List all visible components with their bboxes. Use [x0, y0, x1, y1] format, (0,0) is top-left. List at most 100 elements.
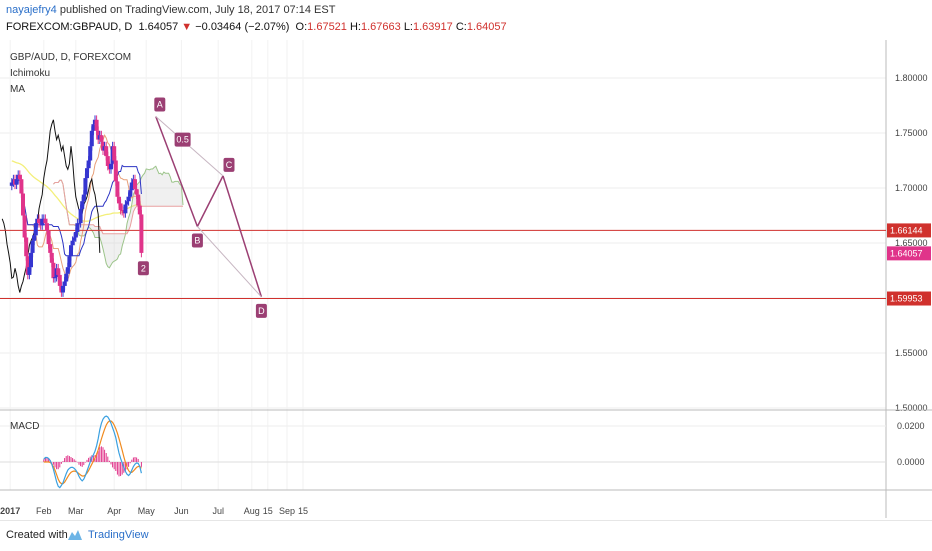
pattern-label-ratio-2: 2 [141, 263, 146, 273]
main-pane [0, 40, 886, 410]
level-price-tag [887, 223, 931, 238]
close-value: 1.64057 [466, 21, 507, 33]
created-with-label: Created with [6, 529, 68, 541]
macd-legend[interactable]: MACD [10, 421, 40, 432]
high-label: H: [349, 21, 361, 33]
candle-body [72, 237, 77, 241]
ichimoku-cloud [53, 166, 184, 268]
candle-body [126, 196, 131, 202]
candle-body [89, 130, 94, 147]
time-tick-label: Aug [244, 506, 260, 516]
price-tick-label: 1.80000 [895, 73, 928, 83]
candle-body [14, 179, 19, 185]
candle-body [29, 252, 33, 268]
time-tick-label: Jul [212, 506, 224, 516]
candle-body [73, 232, 78, 238]
candle-body [128, 190, 133, 197]
candle-body [88, 146, 93, 161]
pattern-label-c-box [223, 157, 235, 172]
candle-body [136, 194, 141, 206]
high-value: 1.67663 [360, 21, 401, 33]
candle-body [37, 218, 41, 224]
candle-body [94, 119, 99, 131]
candle-body [45, 223, 49, 231]
candle-body [62, 281, 67, 286]
price-tick-label: 1.50000 [895, 403, 928, 413]
candle-body [133, 179, 137, 190]
ichimoku-kijun [11, 164, 142, 257]
pattern-leg-ab [155, 116, 199, 227]
pattern-label-d-box [255, 303, 267, 318]
candle-body [30, 240, 35, 253]
candle-body [86, 160, 91, 169]
macd-histogram [43, 446, 142, 477]
candle-body [25, 256, 30, 275]
last-price-tag [887, 246, 931, 261]
candle-body [104, 146, 109, 157]
candle-body [32, 235, 37, 241]
price-tick-label: 1.65000 [895, 238, 928, 248]
pattern-label-ratio-2-box [137, 261, 149, 276]
pattern-leg-bc [196, 175, 224, 227]
pattern-label-ratio-1: 0.5 [176, 135, 189, 145]
chart-canvas[interactable]: 1.800001.750001.700001.650001.600001.550… [0, 40, 932, 520]
candle-body [48, 244, 53, 253]
candle-body [81, 194, 86, 202]
close-label: C: [455, 21, 467, 33]
ma-legend[interactable]: MA [10, 84, 25, 95]
pattern-label-b: B [194, 236, 200, 246]
candle-body [21, 193, 25, 216]
candle-body [17, 174, 22, 180]
ichimoku-legend[interactable]: Ichimoku [10, 68, 51, 79]
time-tick-label: Apr [107, 506, 121, 516]
candle-body [139, 214, 144, 253]
last-price: 1.64057 [138, 21, 179, 33]
candle-body [49, 252, 54, 263]
time-tick-label: 2017 [0, 506, 20, 516]
candle-body [99, 135, 104, 142]
candle-body [113, 160, 118, 182]
price-change: −0.03464 (−2.07%) [195, 21, 290, 33]
time-tick-label: 15 [298, 506, 308, 516]
tradingview-brand[interactable]: TradingView [88, 529, 149, 541]
pattern-label-d: D [258, 306, 265, 316]
time-tick-label: Jun [174, 506, 189, 516]
candle-body [40, 218, 45, 226]
candle-body [64, 273, 69, 282]
price-grid [0, 77, 886, 409]
candle-body [57, 274, 62, 286]
publish-line: nayajefry4 published on TradingView.com,… [6, 4, 335, 16]
candle-body [22, 215, 27, 238]
candle-body [123, 204, 128, 214]
candle-body [105, 156, 110, 166]
candle-body [118, 203, 123, 210]
candle-body [85, 168, 89, 179]
pattern-label-a-box [154, 97, 166, 112]
candle-body [125, 201, 129, 205]
level-price-label: 1.66144 [890, 225, 923, 235]
candle-body [134, 189, 139, 195]
candle-body [109, 163, 113, 170]
ichimoku-span-b [53, 179, 183, 235]
candle-body [129, 182, 134, 191]
candle-body [91, 124, 96, 131]
candle-body [70, 240, 75, 246]
candle-body [51, 262, 56, 279]
chart-title: GBP/AUD, D, FOREXCOM [10, 52, 132, 63]
author-link[interactable]: nayajefry4 [6, 4, 57, 16]
open-label: O: [295, 21, 308, 33]
candle-body [115, 181, 120, 197]
symbol-label: FOREXCOM:GBPAUD, D [6, 21, 133, 33]
harmonic-pattern: A 0.5 B C 2 D [137, 97, 267, 318]
candle-body [43, 218, 48, 224]
pattern-line-bd [197, 226, 262, 298]
candle-body [56, 268, 61, 275]
pattern-label-b-box [191, 233, 203, 248]
time-tick-label: Feb [36, 506, 52, 516]
candle-body [77, 223, 81, 225]
macd-tick-label: 0.0000 [897, 457, 925, 467]
candle-body [65, 267, 70, 274]
low-label: L: [403, 21, 413, 33]
open-value: 1.67521 [307, 21, 347, 33]
candle-body [75, 223, 80, 232]
